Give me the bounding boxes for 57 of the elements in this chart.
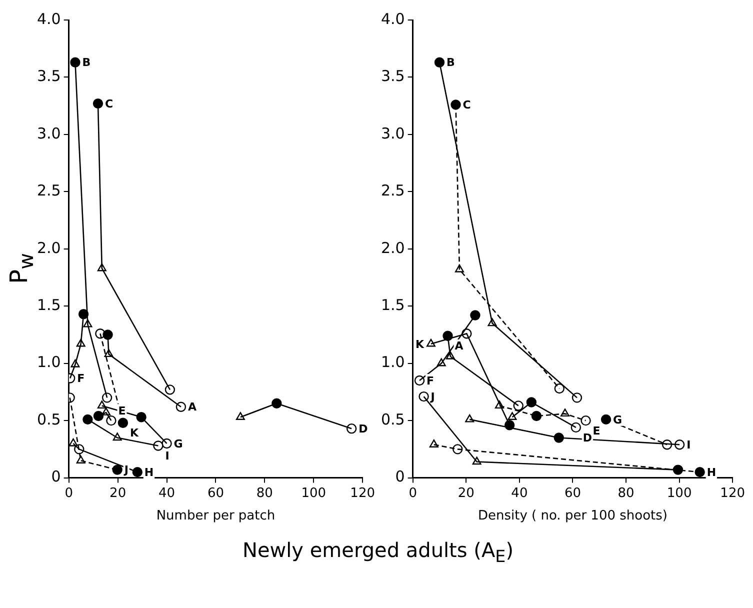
y-tick-label: 4.0 bbox=[36, 10, 61, 28]
x-tick-label: 40 bbox=[158, 486, 176, 501]
x-axis-title: Density ( no. per 100 shoots) bbox=[478, 508, 668, 524]
annotation: J bbox=[123, 464, 128, 477]
y-tick-label: 0 bbox=[51, 468, 61, 486]
x-tick-label: 80 bbox=[618, 486, 634, 501]
y-tick-label: 3.5 bbox=[380, 67, 405, 86]
y-tick-label: 1.5 bbox=[380, 296, 405, 314]
y-tick-label: 1.5 bbox=[36, 296, 61, 314]
y-tick-label: 2.5 bbox=[36, 182, 61, 200]
annotation: F bbox=[426, 374, 434, 388]
x-tick-label: 120 bbox=[350, 486, 376, 501]
text: Newly emerged adults (A$_{E}$) bbox=[241, 538, 515, 566]
annotation: I bbox=[686, 438, 691, 452]
x-axis-title: Number per patch bbox=[156, 508, 276, 524]
x-tick-label: 120 bbox=[720, 486, 746, 501]
annotation: D bbox=[358, 422, 368, 436]
x-tick-label: 60 bbox=[207, 486, 224, 501]
y-tick-label: 4.0 bbox=[380, 10, 405, 28]
annotation: D bbox=[582, 431, 592, 444]
annotation: K bbox=[415, 338, 424, 351]
annotation: B bbox=[82, 56, 91, 70]
x-tick-label: 40 bbox=[511, 486, 528, 501]
annotation: K bbox=[130, 426, 139, 440]
annotation: A bbox=[188, 400, 197, 414]
y-tick-label: 2.0 bbox=[380, 238, 405, 257]
annotation: I bbox=[165, 450, 170, 463]
y-tick-label: 3.0 bbox=[380, 124, 405, 142]
y-tick-label: 0.5 bbox=[36, 410, 61, 428]
x-tick-label: 0 bbox=[408, 486, 417, 501]
x-tick-label: 20 bbox=[110, 486, 126, 501]
y-tick-label: 2.5 bbox=[380, 182, 405, 200]
annotation: C bbox=[462, 98, 471, 112]
x-tick-label: 100 bbox=[301, 486, 326, 501]
annotation: A bbox=[454, 340, 464, 353]
y-tick-label: 1.0 bbox=[380, 353, 405, 372]
annotation: E bbox=[592, 424, 600, 438]
annotation: B bbox=[446, 56, 455, 70]
y-tick-label: 0.5 bbox=[380, 410, 405, 428]
x-tick-label: 80 bbox=[256, 486, 273, 501]
y-tick-label: 3.5 bbox=[36, 67, 61, 86]
annotation: E bbox=[118, 404, 126, 418]
x-tick-label: 100 bbox=[666, 486, 692, 501]
y-tick-label: 0 bbox=[395, 468, 405, 486]
x-tick-label: 60 bbox=[564, 486, 581, 501]
annotation: H bbox=[144, 466, 154, 479]
annotation: J bbox=[430, 390, 435, 404]
y-tick-label: 3.0 bbox=[36, 124, 61, 142]
annotation: F bbox=[77, 372, 85, 386]
annotation: C bbox=[104, 97, 114, 110]
x-tick-label: 0 bbox=[64, 486, 73, 501]
annotation: G bbox=[174, 437, 183, 450]
y-tick-label: 1.0 bbox=[36, 353, 61, 372]
y-tick-label: 2.0 bbox=[36, 238, 61, 257]
x-tick-label: 20 bbox=[458, 486, 474, 501]
annotation: G bbox=[613, 413, 622, 426]
annotation: H bbox=[706, 466, 716, 479]
